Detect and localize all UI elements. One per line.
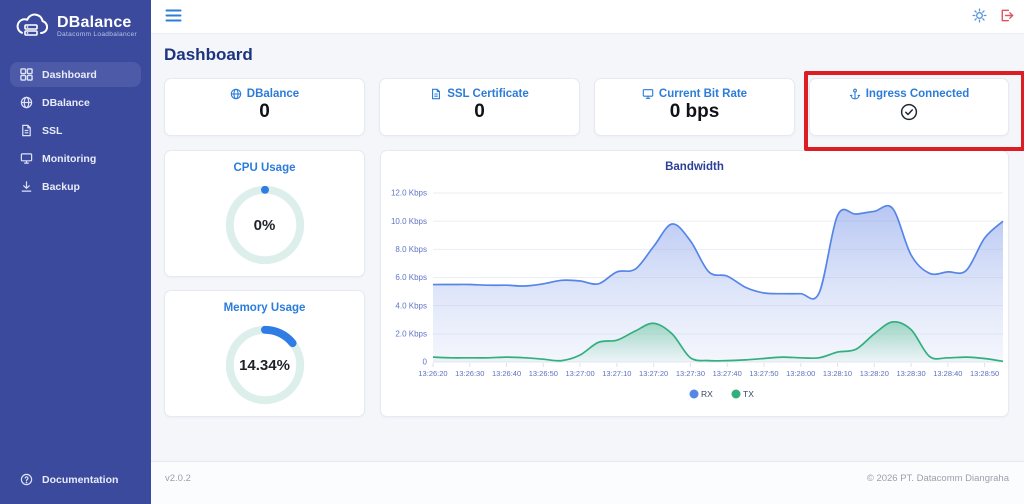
cpu-usage-gauge: 0% — [221, 181, 309, 269]
legend-label: TX — [743, 389, 754, 399]
page-title: Dashboard — [164, 45, 253, 64]
sidebar-item-label: Backup — [42, 180, 80, 193]
x-axis-tick: 13:26:20 — [418, 369, 447, 378]
stat-card-value: 0 — [474, 101, 485, 122]
stat-card-value: 0 bps — [669, 101, 720, 122]
hamburger-icon[interactable] — [165, 8, 182, 23]
x-axis-tick: 13:27:10 — [602, 369, 631, 378]
stat-card-ssl-certificate: SSL Certificate 0 — [379, 78, 580, 136]
app-logo[interactable]: DBalance Datacomm Loadbalancer — [0, 0, 151, 54]
memory-usage-card: Memory Usage 14.34% — [164, 290, 365, 417]
app-name: DBalance — [57, 14, 132, 31]
x-axis-tick: 13:28:10 — [823, 369, 852, 378]
copyright: © 2026 PT. Datacomm Diangraha — [866, 473, 1009, 484]
download-icon — [20, 180, 33, 193]
sidebar-item-ssl[interactable]: SSL — [10, 118, 141, 143]
series-area-rx — [433, 205, 1003, 362]
sidebar-item-label: Dashboard — [42, 68, 97, 81]
y-axis-tick: 4.0 Kbps — [395, 301, 427, 310]
stat-card-ingress-connected: Ingress Connected — [809, 78, 1009, 136]
y-axis-tick: 8.0 Kbps — [395, 245, 427, 254]
gauge-title: CPU Usage — [233, 162, 296, 174]
x-axis-tick: 13:27:50 — [749, 369, 778, 378]
monitor-icon — [642, 88, 654, 100]
sun-icon[interactable] — [972, 8, 987, 23]
sidebar-item-dbalance[interactable]: DBalance — [10, 90, 141, 115]
check-circle-icon — [900, 103, 918, 121]
legend-dot — [689, 389, 699, 399]
certificate-icon — [430, 88, 442, 100]
gauge-arc — [225, 185, 304, 265]
app-subtitle: Datacomm Loadbalancer — [57, 31, 137, 38]
x-axis-tick: 13:28:20 — [860, 369, 889, 378]
sidebar: DBalance Datacomm Loadbalancer Dashboard — [0, 0, 151, 504]
sidebar-item-backup[interactable]: Backup — [10, 174, 141, 199]
x-axis-tick: 13:27:00 — [565, 369, 594, 378]
legend-item-tx[interactable]: TX — [731, 389, 755, 399]
x-axis-tick: 13:28:50 — [970, 369, 999, 378]
series-line-tx — [432, 320, 1004, 363]
stat-card-title: Ingress Connected — [865, 88, 970, 100]
series-area-tx — [433, 321, 1003, 362]
certificate-icon — [20, 124, 33, 137]
stat-card-value: 0 — [259, 101, 270, 122]
gauge-value: 0% — [253, 216, 276, 234]
monitor-icon — [20, 152, 33, 165]
sidebar-item-label: Documentation — [42, 473, 119, 486]
stat-card-title: DBalance — [246, 88, 300, 100]
gauge-arc — [225, 325, 304, 405]
y-axis-tick: 2.0 Kbps — [395, 329, 427, 338]
chart-title: Bandwidth — [665, 161, 724, 173]
sidebar-item-label: DBalance — [42, 96, 90, 109]
memory-usage-gauge: 14.34% — [221, 321, 309, 409]
legend-label: RX — [701, 389, 713, 399]
x-axis-tick: 13:28:40 — [933, 369, 962, 378]
x-axis-tick: 13:28:00 — [786, 369, 815, 378]
sidebar-item-dashboard[interactable]: Dashboard — [10, 62, 141, 87]
x-axis-tick: 13:26:40 — [492, 369, 521, 378]
x-axis-tick: 13:27:40 — [713, 369, 742, 378]
x-axis-tick: 13:27:20 — [639, 369, 668, 378]
x-axis-tick: 13:26:50 — [529, 369, 558, 378]
y-axis-tick: 10.0 Kbps — [391, 217, 427, 226]
stat-card-title: Current Bit Rate — [658, 88, 748, 100]
stat-card-dbalance: DBalance 0 — [164, 78, 365, 136]
app-version: v2.0.2 — [165, 473, 191, 484]
x-axis-tick: 13:27:30 — [676, 369, 705, 378]
logout-icon[interactable] — [999, 8, 1014, 23]
grid-icon — [20, 68, 33, 81]
gauge-title: Memory Usage — [223, 302, 306, 314]
globe-icon — [20, 96, 33, 109]
y-axis-tick: 12.0 Kbps — [391, 189, 427, 198]
y-axis-tick: 0 — [423, 358, 428, 367]
sidebar-item-documentation[interactable]: Documentation — [10, 467, 141, 492]
globe-icon — [230, 88, 242, 100]
ingress-icon — [849, 88, 861, 100]
stat-card-title: SSL Certificate — [447, 88, 529, 100]
sidebar-nav: Dashboard DBalance SSL — [0, 62, 151, 199]
sidebar-item-label: Monitoring — [42, 152, 97, 165]
legend-item-rx[interactable]: RX — [689, 389, 714, 399]
series-line-rx — [432, 204, 1004, 300]
bandwidth-card: Bandwidth 12.0 Kbps 10.0 Kbps 8.0 Kbps 6.0 … — [380, 150, 1009, 417]
sidebar-item-monitoring[interactable]: Monitoring — [10, 146, 141, 171]
help-icon — [20, 473, 33, 486]
sidebar-item-label: SSL — [42, 124, 63, 137]
x-axis-tick: 13:26:30 — [455, 369, 484, 378]
cpu-usage-card: CPU Usage 0% — [164, 150, 365, 277]
topbar — [151, 0, 1024, 34]
cloud-server-icon — [14, 12, 50, 40]
stat-card-current-bit-rate: Current Bit Rate 0 bps — [594, 78, 795, 136]
y-axis-tick: 6.0 Kbps — [395, 273, 427, 282]
x-axis-tick: 13:28:30 — [896, 369, 925, 378]
bandwidth-chart: 12.0 Kbps 10.0 Kbps 8.0 Kbps 6.0 Kbps 4.0 Kb… — [391, 189, 1004, 399]
footer: v2.0.2 © 2026 PT. Datacomm Diangraha — [151, 461, 1024, 504]
legend-dot — [731, 389, 741, 399]
gauge-value: 14.34% — [239, 356, 290, 374]
